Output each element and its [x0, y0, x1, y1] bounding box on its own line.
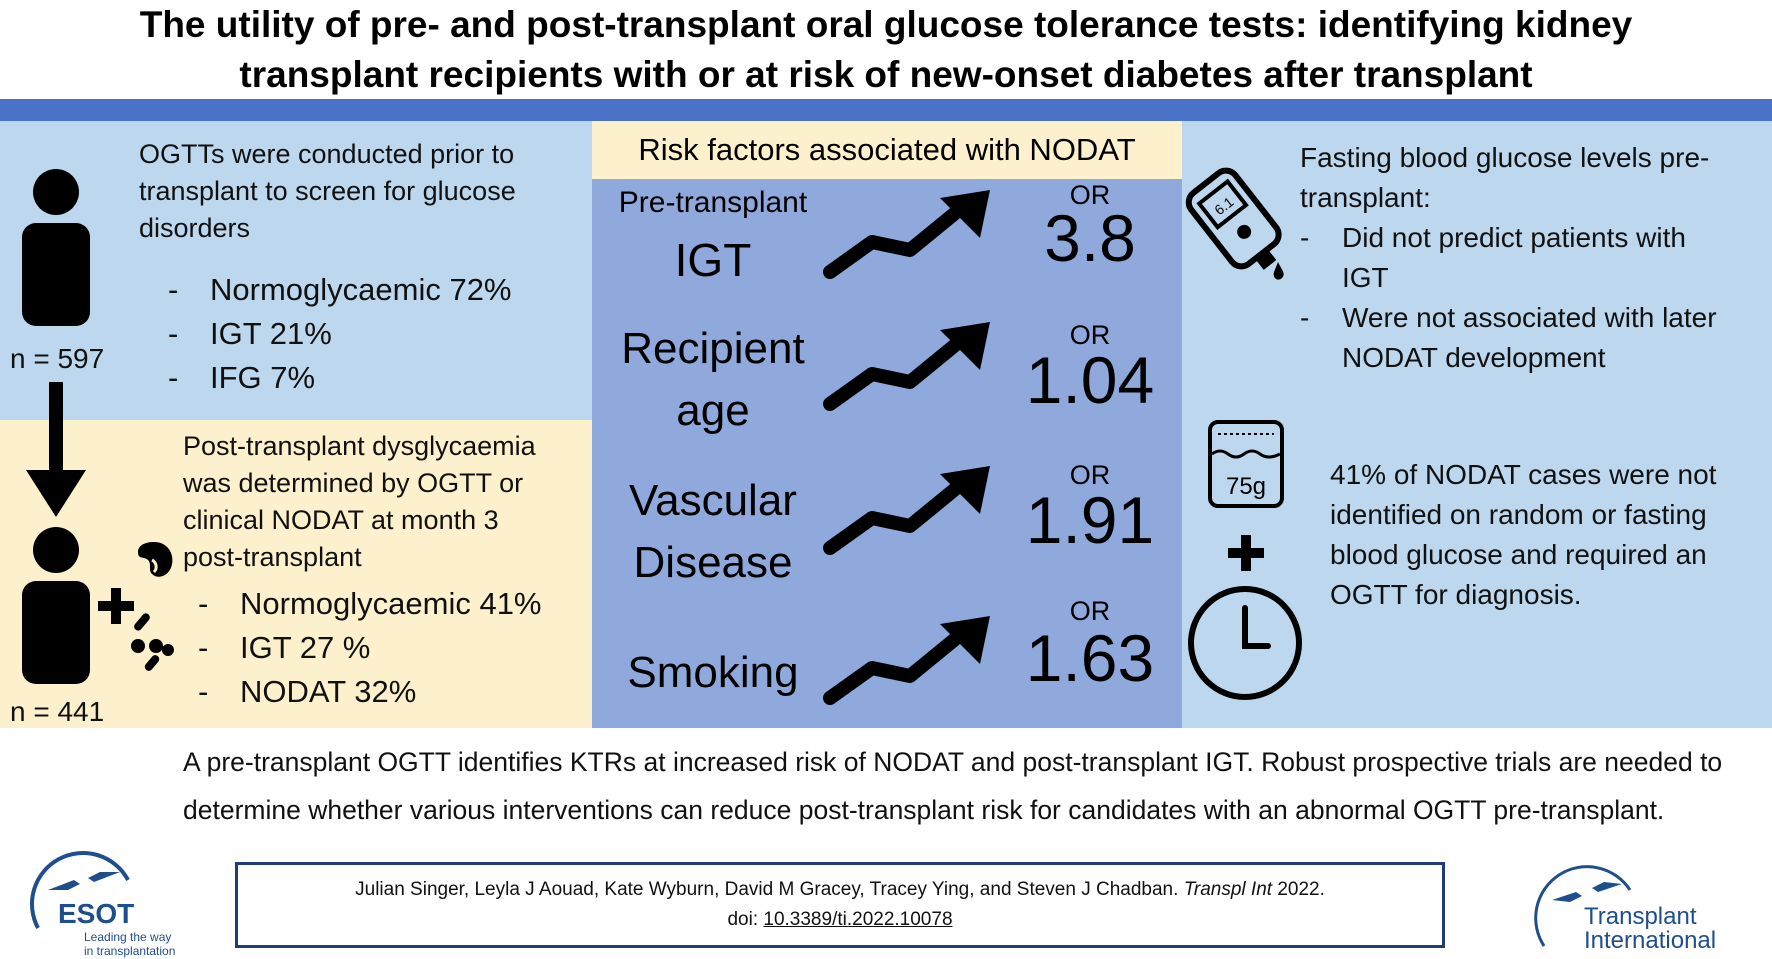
- factor-vascular-disease: Vascular Disease: [629, 476, 797, 587]
- list-item: - Were not associated with later: [1300, 302, 1717, 333]
- plus-icon: [1228, 535, 1264, 571]
- nodat-text: 41% of NODAT cases were not identified o…: [1330, 459, 1717, 610]
- post-text-line: Post-transplant dysglycaemia: [183, 431, 536, 461]
- summary-line: A pre-transplant OGTT identifies KTRs at…: [183, 747, 1723, 777]
- title-line-2: transplant recipients with or at risk of…: [239, 54, 1533, 95]
- post-transplant-list: - Normoglycaemic 41% - IGT 27 % - NODAT 32%: [198, 582, 542, 714]
- factor-recipient-age: Recipient age: [621, 324, 805, 435]
- title-line-1: The utility of pre- and post-transplant …: [139, 4, 1633, 45]
- infographic-title: The utility of pre- and post-transplant …: [0, 0, 1772, 100]
- rising-trend-arrow-icon: [823, 616, 990, 705]
- fasting-list: - Did not predict patients with IGT - Were…: [1300, 218, 1717, 378]
- factor-pre-transplant-label: Pre-transplant: [618, 186, 808, 219]
- or-value-age: 1.04: [1025, 343, 1155, 417]
- person-icon: [22, 169, 90, 326]
- list-item: - IGT 27 %: [198, 630, 371, 665]
- post-transplant-text: Post-transplant dysglycaemia was determi…: [183, 428, 536, 576]
- list-item: - Normoglycaemic 41%: [198, 586, 542, 621]
- citation-authors: Julian Singer, Leyla J Aouad, Kate Wybur…: [355, 879, 1325, 900]
- list-item: - Did not predict patients with: [1300, 222, 1686, 253]
- factor-smoking: Smoking: [627, 648, 799, 697]
- list-item: - IFG 7%: [168, 360, 316, 395]
- or-value-smoking: 1.63: [1025, 621, 1155, 695]
- post-text-line: post-transplant: [183, 542, 362, 572]
- or-value-vascular: 1.91: [1025, 483, 1155, 557]
- summary-line: determine whether various interventions …: [183, 795, 1665, 825]
- person-icon: [22, 527, 90, 684]
- ti-logo-text: Transplant International: [1584, 903, 1717, 954]
- esot-logo-name: ESOT: [58, 898, 135, 929]
- transplant-international-logo-icon: [1534, 865, 1632, 947]
- risk-factors-panel: [592, 121, 1182, 728]
- plus-icon: [98, 588, 134, 624]
- down-arrow-icon: [26, 382, 86, 517]
- doi-link[interactable]: 10.3389/ti.2022.10078: [763, 909, 953, 930]
- risk-factors-header: Risk factors associated with NODAT: [638, 132, 1136, 167]
- or-value-igt: 3.8: [1044, 201, 1136, 275]
- rising-trend-arrow-icon: [823, 466, 990, 555]
- list-item: IGT: [1342, 262, 1389, 293]
- fasting-text: Fasting blood glucose levels pre- transp…: [1300, 142, 1710, 213]
- pre-transplant-list: - Normoglycaemic 72% - IGT 21% - IFG 7%: [168, 268, 512, 400]
- list-item: - NODAT 32%: [198, 674, 417, 709]
- summary-text: A pre-transplant OGTT identifies KTRs at…: [183, 738, 1743, 834]
- or-label: OR: [1069, 596, 1111, 626]
- risk-factors-header-bg: [592, 121, 1182, 179]
- list-item: - Normoglycaemic 72%: [168, 272, 512, 307]
- pre-transplant-text: OGTTs were conducted prior to transplant…: [139, 136, 516, 247]
- pre-text-line: disorders: [139, 213, 251, 243]
- pre-transplant-panel: [0, 121, 592, 420]
- esot-tagline: Leading the way in transplantation: [84, 930, 176, 958]
- list-item: - IGT 21%: [168, 316, 332, 351]
- pre-text-line: OGTTs were conducted prior to: [139, 139, 515, 169]
- factor-igt-label: IGT: [674, 234, 752, 286]
- pre-sample-size: n = 597: [10, 343, 105, 374]
- citation-box: Julian Singer, Leyla J Aouad, Kate Wybur…: [235, 862, 1445, 948]
- or-label: OR: [1069, 460, 1111, 490]
- clock-icon: [1188, 586, 1302, 700]
- post-text-line: was determined by OGTT or: [183, 468, 524, 498]
- banner-bar: [0, 99, 1772, 121]
- post-sample-size: n = 441: [10, 696, 105, 727]
- or-label: OR: [1069, 180, 1111, 210]
- or-label: OR: [1069, 320, 1111, 350]
- citation-doi: doi: 10.3389/ti.2022.10078: [727, 909, 953, 930]
- pre-text-line: transplant to screen for glucose: [139, 176, 516, 206]
- pills-icon: [131, 613, 174, 671]
- glucose-label: 75g: [1226, 473, 1266, 500]
- glucose-meter-icon: 6.1: [1185, 167, 1284, 280]
- list-item: NODAT development: [1342, 342, 1606, 373]
- post-text-line: clinical NODAT at month 3: [183, 505, 499, 535]
- rising-trend-arrow-icon: [823, 322, 990, 411]
- esot-logo-icon: [30, 851, 130, 929]
- rising-trend-arrow-icon: [823, 190, 990, 279]
- post-transplant-panel: [0, 420, 592, 728]
- kidney-icon: [138, 542, 173, 577]
- glucose-drink-packet-icon: 75g: [1208, 420, 1284, 508]
